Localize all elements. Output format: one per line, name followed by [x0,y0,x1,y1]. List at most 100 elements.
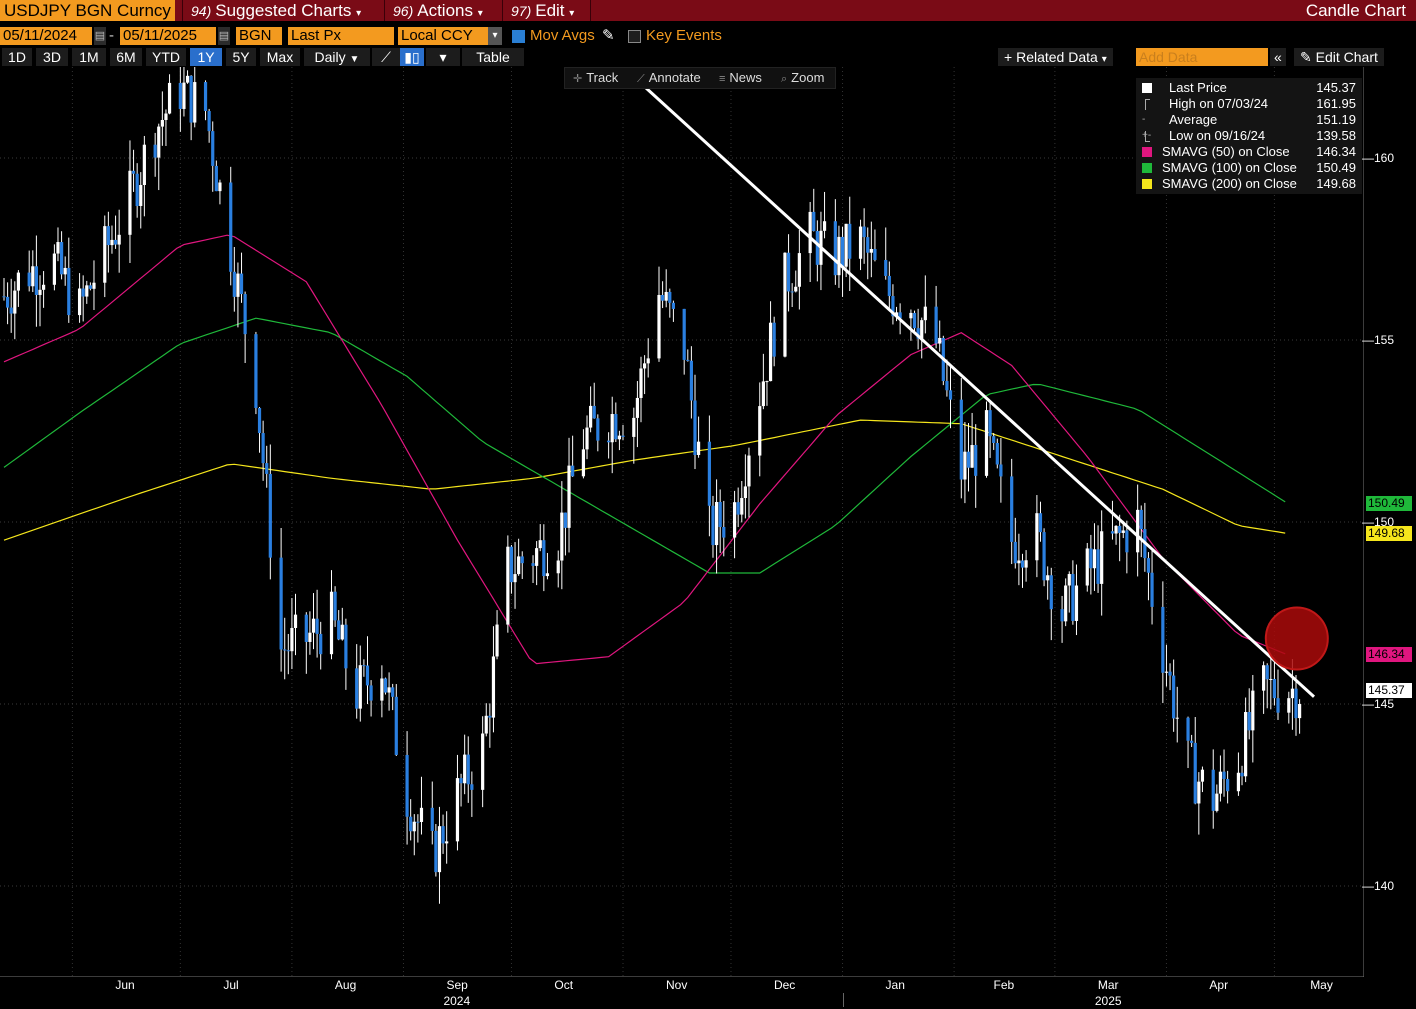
related-data-button[interactable]: + Related Data ▾ [998,48,1113,66]
candle-body [279,557,283,650]
candle-body [556,560,560,574]
candle-body [1100,531,1104,584]
key-events-checkbox[interactable] [628,30,641,43]
candle-body [1118,525,1122,533]
candle-body [2,296,6,298]
edit-chart-button[interactable]: ✎ Edit Chart [1294,48,1384,66]
candle-body [135,173,139,206]
candle-body [1197,781,1201,804]
legend-sma200: SMAVG (200) on Close 149.68 [1142,176,1356,192]
candle-body [441,826,445,844]
period-6m-button[interactable]: 6M [110,48,142,66]
y-axis: —140 —145 —150 —155 —160 150.49 149.68 146.34 14… [1362,67,1416,977]
candle-body [344,624,348,669]
candle-body [563,512,568,528]
ticker-label[interactable]: USDJPY BGN Curncy [0,0,175,21]
candle-body [596,418,600,441]
actions-menu[interactable]: 96) Actions ▾ [384,0,491,21]
source-field[interactable]: BGN [236,27,282,45]
candle-body [887,275,891,297]
end-date-field[interactable]: 05/11/2025 [120,27,216,45]
candle-body [1211,769,1215,811]
candle-body [128,170,132,235]
candle-body [52,253,56,285]
sma100-line [3,317,1286,574]
candle-body [1298,704,1302,719]
plus-icon: + [1004,49,1013,65]
candle-body [167,82,172,114]
period-3d-button[interactable]: 3D [36,48,68,66]
chevron-down-icon[interactable]: ▾ [488,27,502,45]
candle-body [786,252,791,292]
legend-value: 146.34 [1316,144,1356,159]
candle-body [110,239,114,246]
candle-body [304,614,308,642]
key-events-label[interactable]: Key Events [646,27,722,44]
candle-body [290,627,294,652]
candle-body [416,821,420,823]
candle-body [657,294,661,359]
frequency-select[interactable]: Daily ▼ [304,48,370,66]
calendar-icon[interactable]: ▤ [218,27,230,45]
candle-body [765,381,769,383]
period-1m-button[interactable]: 1M [72,48,106,66]
candle-body [1190,740,1194,743]
period-max-button[interactable]: Max [260,48,300,66]
candle-body [488,715,492,718]
news-label: News [729,70,762,85]
candle-body [1215,793,1219,811]
edit-menu[interactable]: 97) Edit ▾ [502,0,582,21]
candle-body [1042,532,1046,581]
currency-select[interactable]: Local CCY [398,27,488,45]
candle-body [1038,513,1043,533]
chevron-down-icon[interactable]: ▾ [426,48,460,66]
price-label: 149.68 [1366,525,1412,541]
candle-body [1035,513,1039,561]
news-icon: ≡ [719,73,726,85]
pencil-icon[interactable]: ✎ [602,27,615,44]
candle-body [254,334,258,408]
candle-body [13,290,17,314]
period-5y-button[interactable]: 5Y [226,48,256,66]
candle-body [391,687,395,697]
zoom-tool[interactable]: ⌕ Zoom [781,68,824,88]
mov-avgs-label[interactable]: Mov Avgs [530,27,595,44]
price-field-select[interactable]: Last Px [288,27,394,45]
news-tool[interactable]: ≡ News [719,68,762,88]
collapse-icon[interactable]: « [1270,48,1286,66]
candle-body [106,226,110,246]
candle-body [722,526,726,538]
candle-body [1172,675,1176,719]
crosshair-icon: ✛ [573,73,583,85]
candle-chart-icon[interactable]: ▮▯ [400,48,424,66]
add-data-input[interactable]: Add Data [1136,48,1268,66]
candle-body [560,512,564,561]
start-date-field[interactable]: 05/11/2024 [0,27,92,45]
annotate-tool[interactable]: ⟋ Annotate [637,68,701,88]
candle-body [27,272,31,287]
low-marker-icon [1145,131,1150,142]
candle-body [113,239,118,245]
chart-legend: Last Price 145.37 High on 07/03/24 161.9… [1136,78,1362,194]
calendar-icon[interactable]: ▤ [94,27,106,45]
legend-name: SMAVG (50) on Close [1162,144,1290,159]
price-chart[interactable] [0,67,1364,977]
candle-body [689,360,693,401]
suggested-charts-menu[interactable]: 94) Suggested Charts ▾ [182,0,369,21]
candle-body [632,417,636,437]
candle-body [189,75,193,123]
candle-body [142,144,146,185]
track-tool[interactable]: ✛ Track [573,68,618,88]
line-chart-icon[interactable]: ⟋ [372,48,400,66]
period-1y-button[interactable]: 1Y [190,48,222,66]
candle-body [660,294,665,301]
table-button[interactable]: Table [462,48,524,66]
candle-body [909,312,913,319]
candle-body [988,410,992,437]
chart-toolbar: ✛ Track ⟋ Annotate ≡ News ⌕ Zoom [564,67,836,89]
x-month-label: Sep [446,978,468,992]
mov-avgs-checkbox[interactable] [512,30,525,43]
period-ytd-button[interactable]: YTD [146,48,186,66]
candle-body [873,248,877,260]
period-1d-button[interactable]: 1D [2,48,32,66]
